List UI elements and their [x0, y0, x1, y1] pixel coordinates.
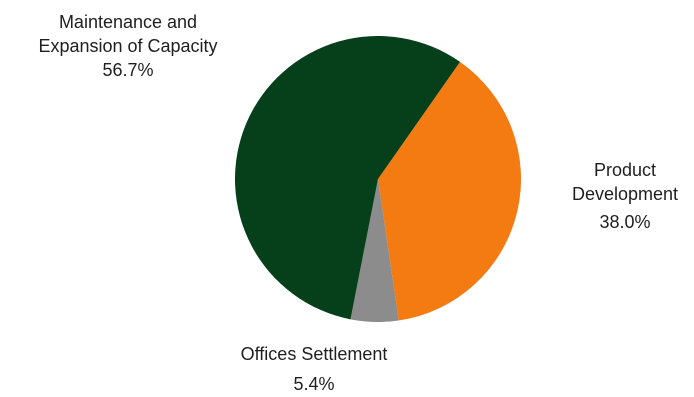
slice-name-label: Maintenance and	[59, 12, 197, 32]
slice-label-offices-settlement: Offices Settlement 5.4%	[241, 344, 388, 394]
pie-labels: Maintenance and Expansion of Capacity 56.7…	[38, 12, 678, 394]
slice-name-label: Development	[572, 184, 678, 204]
slice-percent-label: 56.7%	[102, 60, 153, 80]
slice-name-label: Offices Settlement	[241, 344, 388, 364]
pie-slice-offices-settlement	[350, 179, 399, 322]
pie-slice-maintenance-and-expansion-of-capacity	[234, 35, 461, 320]
slice-name-label: Expansion of Capacity	[38, 36, 217, 56]
pie-slice-product-development	[378, 61, 522, 321]
slice-label-product-development: Product Development 38.0%	[572, 160, 678, 232]
slice-percent-label: 38.0%	[599, 212, 650, 232]
pie-slices	[234, 35, 522, 322]
slice-label-maintenance-and-expansion-of-capacity: Maintenance and Expansion of Capacity 56.7…	[38, 12, 217, 80]
slice-name-label: Product	[594, 160, 656, 180]
slice-percent-label: 5.4%	[293, 374, 334, 394]
